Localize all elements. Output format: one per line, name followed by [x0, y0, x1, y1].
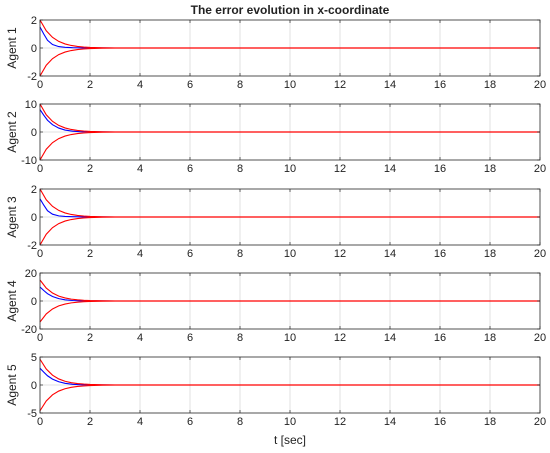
x-tick-label: 4 — [137, 79, 143, 91]
x-tick-label: 12 — [334, 416, 346, 428]
x-tick-label: 16 — [434, 332, 446, 344]
y-tick-label: 2 — [31, 184, 37, 196]
x-tick-label: 18 — [484, 248, 496, 260]
x-tick-label: 2 — [87, 79, 93, 91]
x-tick-label: 20 — [534, 332, 546, 344]
y-axis-label: Agent 1 — [5, 27, 19, 69]
y-tick-label: -10 — [21, 155, 37, 167]
x-tick-label: 16 — [434, 248, 446, 260]
x-tick-label: 18 — [484, 163, 496, 175]
chart-title: The error evolution in x-coordinate — [191, 3, 390, 17]
x-tick-label: 14 — [384, 79, 396, 91]
y-tick-label: 5 — [31, 352, 37, 364]
x-tick-label: 0 — [37, 79, 43, 91]
x-tick-label: 16 — [434, 79, 446, 91]
x-tick-label: 0 — [37, 416, 43, 428]
x-tick-label: 2 — [87, 163, 93, 175]
x-tick-label: 14 — [384, 248, 396, 260]
y-axis-label: Agent 2 — [5, 111, 19, 153]
x-tick-label: 0 — [37, 248, 43, 260]
y-tick-label: 0 — [31, 43, 37, 55]
x-tick-label: 10 — [284, 332, 296, 344]
x-tick-label: 6 — [187, 163, 193, 175]
x-tick-label: 16 — [434, 416, 446, 428]
y-tick-label: -5 — [27, 408, 37, 420]
y-tick-label: 2 — [31, 15, 37, 27]
x-tick-label: 20 — [534, 163, 546, 175]
x-tick-label: 12 — [334, 163, 346, 175]
x-tick-label: 16 — [434, 163, 446, 175]
x-tick-label: 0 — [37, 332, 43, 344]
x-tick-label: 14 — [384, 163, 396, 175]
x-tick-label: 4 — [137, 416, 143, 428]
y-axis-label: Agent 4 — [5, 280, 19, 322]
x-tick-label: 20 — [534, 248, 546, 260]
x-axis-label: t [sec] — [274, 433, 306, 447]
x-tick-label: 8 — [237, 416, 243, 428]
x-tick-label: 18 — [484, 79, 496, 91]
x-tick-label: 4 — [137, 332, 143, 344]
lower-bound-line — [39, 384, 540, 412]
x-tick-label: 8 — [237, 163, 243, 175]
x-tick-label: 14 — [384, 416, 396, 428]
lower-bound-line — [39, 131, 540, 161]
x-tick-label: 0 — [37, 163, 43, 175]
y-tick-label: -2 — [27, 71, 37, 83]
x-tick-label: 20 — [534, 416, 546, 428]
x-tick-label: 18 — [484, 332, 496, 344]
x-tick-label: 12 — [334, 332, 346, 344]
x-tick-label: 18 — [484, 416, 496, 428]
x-tick-label: 8 — [237, 248, 243, 260]
x-tick-label: 4 — [137, 248, 143, 260]
x-tick-label: 20 — [534, 79, 546, 91]
x-tick-label: 12 — [334, 79, 346, 91]
y-axis-label: Agent 3 — [5, 196, 19, 238]
x-tick-label: 4 — [137, 163, 143, 175]
x-tick-label: 6 — [187, 79, 193, 91]
x-tick-label: 8 — [237, 79, 243, 91]
x-tick-label: 10 — [284, 248, 296, 260]
y-tick-label: 20 — [25, 268, 37, 280]
x-tick-label: 6 — [187, 416, 193, 428]
lower-bound-line — [39, 47, 540, 77]
y-tick-label: 0 — [31, 380, 37, 392]
x-tick-label: 2 — [87, 332, 93, 344]
y-tick-label: 0 — [31, 296, 37, 308]
y-tick-label: 0 — [31, 127, 37, 139]
x-tick-label: 8 — [237, 332, 243, 344]
lower-bound-line — [39, 216, 540, 246]
x-tick-label: 10 — [284, 163, 296, 175]
y-axis-label: Agent 5 — [5, 364, 19, 406]
x-tick-label: 6 — [187, 332, 193, 344]
x-tick-label: 2 — [87, 416, 93, 428]
x-tick-label: 2 — [87, 248, 93, 260]
x-tick-label: 10 — [284, 416, 296, 428]
y-tick-label: 0 — [31, 212, 37, 224]
x-tick-label: 14 — [384, 332, 396, 344]
y-tick-label: 10 — [25, 99, 37, 111]
lower-bound-line — [39, 300, 540, 323]
x-tick-label: 12 — [334, 248, 346, 260]
x-tick-label: 6 — [187, 248, 193, 260]
x-tick-label: 10 — [284, 79, 296, 91]
y-tick-label: -2 — [27, 240, 37, 252]
y-tick-label: -20 — [21, 324, 37, 336]
